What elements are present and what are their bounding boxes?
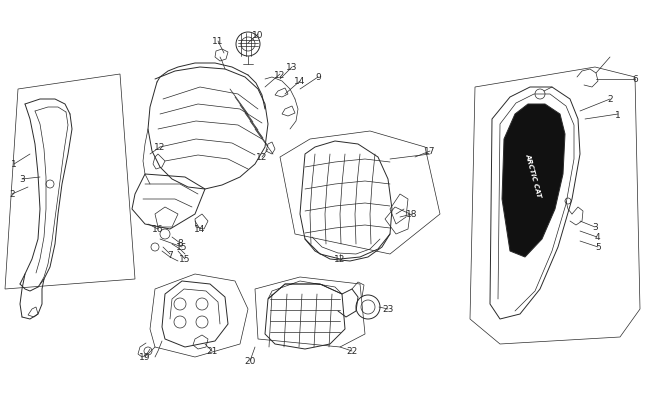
Text: 12: 12 bbox=[256, 153, 268, 162]
Text: 3: 3 bbox=[19, 175, 25, 184]
Text: 16: 16 bbox=[152, 225, 164, 234]
Polygon shape bbox=[502, 105, 565, 257]
Text: 12: 12 bbox=[334, 255, 346, 264]
Text: 18: 18 bbox=[406, 210, 418, 219]
Text: 19: 19 bbox=[139, 353, 151, 362]
Text: 6: 6 bbox=[632, 75, 638, 84]
Text: 5: 5 bbox=[595, 243, 601, 252]
Text: 15: 15 bbox=[176, 243, 188, 252]
Text: 23: 23 bbox=[382, 305, 394, 314]
Text: 7: 7 bbox=[167, 250, 173, 259]
Text: ARCTIC CAT: ARCTIC CAT bbox=[524, 152, 542, 197]
Text: 2: 2 bbox=[607, 95, 613, 104]
Text: 11: 11 bbox=[213, 37, 224, 47]
Text: 14: 14 bbox=[194, 225, 205, 234]
Text: 9: 9 bbox=[315, 73, 321, 82]
Text: 17: 17 bbox=[424, 147, 436, 156]
Text: 2: 2 bbox=[9, 190, 15, 199]
Text: 13: 13 bbox=[286, 63, 298, 72]
Text: 8: 8 bbox=[177, 239, 183, 248]
Text: 22: 22 bbox=[346, 347, 358, 356]
Text: 1: 1 bbox=[615, 110, 621, 119]
Text: 12: 12 bbox=[274, 70, 286, 79]
Text: 4: 4 bbox=[594, 233, 600, 242]
Text: 20: 20 bbox=[244, 357, 255, 366]
Text: 14: 14 bbox=[294, 77, 305, 86]
Text: 1: 1 bbox=[11, 160, 17, 169]
Text: 12: 12 bbox=[154, 143, 166, 152]
Text: 21: 21 bbox=[206, 347, 218, 356]
Text: 10: 10 bbox=[252, 30, 264, 39]
Text: 15: 15 bbox=[179, 255, 190, 264]
Text: 3: 3 bbox=[592, 223, 598, 232]
